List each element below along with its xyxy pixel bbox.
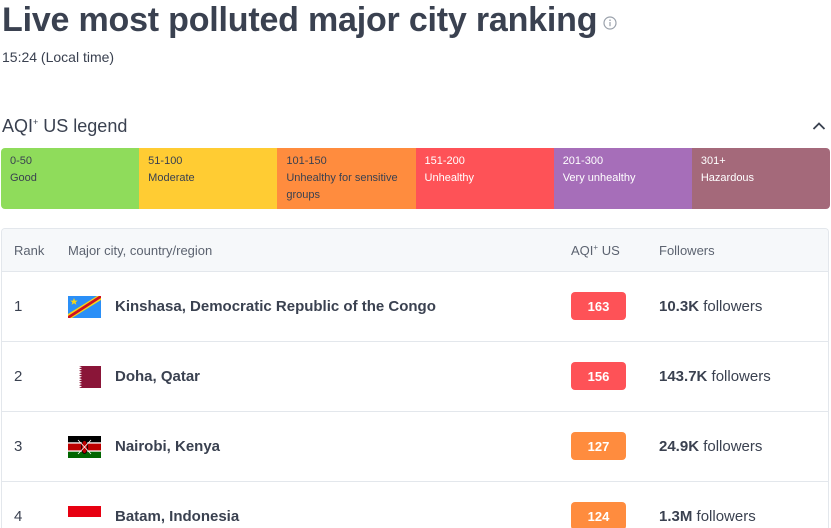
header-followers[interactable]: Followers [659,243,715,258]
legend-label: Moderate [148,172,195,184]
legend-label: Very unhealthy [562,172,636,184]
city-name[interactable]: Kinshasa, Democratic Republic of the Con… [115,298,436,315]
legend-segment-unhealthy-sensitive: 101-150 Unhealthy for sensitive groups [277,148,416,209]
title-row: Live most polluted major city ranking [2,0,617,40]
legend-segment-moderate: 51-100 Moderate [139,148,278,209]
qatar-flag-icon [68,366,101,388]
legend-range: 101-150 [286,155,327,167]
rank-value: 3 [14,438,23,455]
table-row[interactable]: 4 Batam, Indonesia 124 1.3M followers [2,482,828,528]
legend-segment-unhealthy: 151-200 Unhealthy [415,148,554,209]
aqi-badge: 127 [571,432,626,460]
ranking-table: Rank Major city, country/region AQI+ US … [1,228,829,528]
legend-range: 0-50 [10,155,33,167]
legend-segment-hazardous: 301+ Hazardous [691,148,830,209]
indonesia-flag-icon [68,506,101,528]
followers-count: 143.7K followers [659,368,771,385]
legend-segment-good: 0-50 Good [1,148,140,209]
rank-value: 1 [14,298,23,315]
info-icon[interactable] [603,16,617,30]
legend-label: Unhealthy [424,172,475,184]
aqi-legend-bar: 0-50 Good 51-100 Moderate 101-150 Unheal… [1,148,830,209]
header-rank[interactable]: Rank [14,243,45,258]
rank-value: 2 [14,368,23,385]
chevron-up-icon[interactable] [812,121,826,131]
table-row[interactable]: 2 Doha, Qatar 156 143.7K followers [2,342,828,412]
rank-value: 4 [14,508,23,525]
page-title: Live most polluted major city ranking [2,1,598,39]
legend-segment-very-unhealthy: 201-300 Very unhealthy [553,148,692,209]
legend-range: 151-200 [424,155,465,167]
congo-flag-icon [68,296,101,318]
legend-header[interactable]: AQI+ US legend [2,115,828,137]
legend-range: 301+ [700,155,726,167]
legend-label: Good [10,172,37,184]
followers-count: 10.3K followers [659,298,763,315]
header-aqi[interactable]: AQI+ US [571,243,620,258]
kenya-flag-icon [68,436,101,458]
aqi-badge: 156 [571,362,626,390]
followers-count: 1.3M followers [659,508,756,525]
table-header: Rank Major city, country/region AQI+ US … [2,229,828,272]
legend-label: Hazardous [700,172,755,184]
local-time: 15:24 (Local time) [2,49,115,65]
legend-title: AQI+ US legend [2,115,128,136]
table-row[interactable]: 3 Nairobi, Kenya 127 24.9K followers [2,412,828,482]
aqi-badge: 124 [571,502,626,528]
legend-range: 51-100 [148,155,183,167]
city-name[interactable]: Doha, Qatar [115,368,201,385]
aqi-badge: 163 [571,292,626,320]
city-name[interactable]: Nairobi, Kenya [115,438,221,455]
followers-count: 24.9K followers [659,438,763,455]
legend-label: Unhealthy for sensitive groups [286,172,398,201]
table-row[interactable]: 1 Kinshasa, Democratic Republic of the C… [2,272,828,342]
header-city: Major city, country/region [68,243,213,258]
legend-range: 201-300 [562,155,604,167]
city-name[interactable]: Batam, Indonesia [115,508,240,525]
